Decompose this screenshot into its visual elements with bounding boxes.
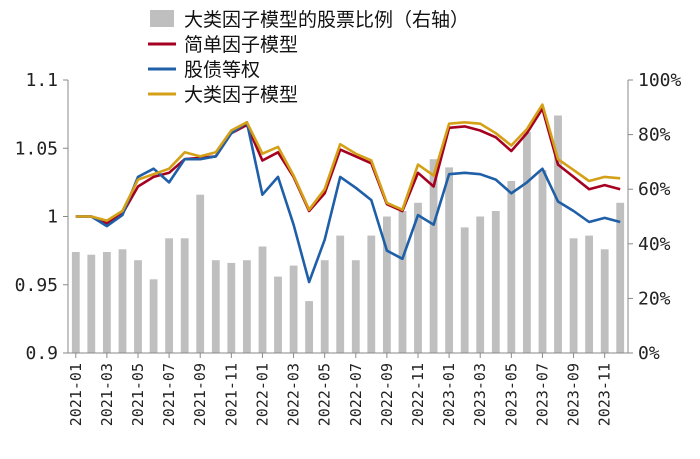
bar [507, 181, 516, 353]
bar [134, 260, 142, 353]
x-tick-label: 2021-07 [160, 363, 178, 426]
bar [491, 211, 500, 353]
bar [274, 276, 282, 353]
x-tick-label: 2023-07 [533, 363, 551, 426]
y2-tick-label: 0% [638, 343, 660, 364]
bar [227, 262, 236, 353]
bar [569, 238, 578, 353]
x-tick-label: 2023-11 [596, 363, 614, 426]
x-tick-label: 2023-09 [565, 363, 583, 426]
line-series [75, 103, 621, 284]
bar [414, 202, 422, 353]
x-tick-label: 2023-03 [471, 363, 489, 426]
x-tick-label: 2022-11 [409, 363, 427, 426]
bar [243, 260, 251, 353]
x-tick-label: 2021-11 [222, 363, 240, 426]
y2-tick-label: 100% [638, 70, 682, 91]
x-tick-label: 2022-01 [253, 363, 271, 426]
series-line [75, 103, 621, 222]
legend-swatch [150, 10, 174, 27]
bar [554, 115, 562, 353]
bar [351, 260, 360, 353]
y2-tick-label: 40% [638, 234, 671, 255]
y-tick-label: 0.9 [25, 343, 58, 364]
axes: 0.9 0.95 1 1.05 1.1 0% 20% 40% 60% 80% 100% 2021-01… [15, 70, 682, 426]
y2-tick-label: 60% [638, 179, 671, 200]
bar [165, 238, 173, 353]
x-tick-label: 2023-01 [440, 363, 458, 426]
bar [460, 227, 469, 353]
bar [600, 249, 609, 353]
bar [180, 238, 189, 353]
bar [258, 246, 267, 353]
bar [87, 254, 96, 353]
bar [149, 279, 158, 353]
bar [429, 159, 438, 353]
y-tick-label: 1.05 [15, 138, 58, 159]
bar [320, 260, 329, 353]
legend-label: 股债等权 [184, 59, 260, 81]
bar [398, 211, 407, 353]
bar [445, 167, 453, 353]
bar [196, 194, 205, 353]
bar [71, 252, 80, 353]
bar [538, 170, 547, 353]
bar [305, 301, 313, 353]
bar [616, 202, 625, 353]
bar [367, 235, 376, 353]
x-tick-label: 2022-09 [378, 363, 396, 426]
series-line [75, 121, 621, 284]
y2-tick-label: 80% [638, 125, 671, 146]
bar [103, 252, 111, 353]
series-line [75, 107, 621, 225]
legend-label: 大类因子模型的股票比例（右轴） [184, 9, 469, 31]
bar [118, 249, 127, 353]
y-tick-label: 1.1 [25, 70, 58, 91]
bar [336, 235, 345, 353]
x-tick-label: 2022-05 [316, 363, 334, 426]
bar-series [71, 115, 625, 353]
legend-label: 大类因子模型 [184, 84, 298, 106]
bar [211, 260, 220, 353]
x-tick-label: 2021-01 [67, 363, 85, 426]
bar [383, 216, 391, 353]
y-tick-label: 1 [47, 207, 58, 228]
y2-tick-label: 20% [638, 288, 671, 309]
x-tick-label: 2023-05 [502, 363, 520, 426]
x-tick-label: 2022-03 [285, 363, 303, 426]
x-tick-label: 2021-03 [98, 363, 116, 426]
legend-label: 简单因子模型 [184, 34, 298, 56]
x-tick-label: 2021-05 [129, 363, 147, 426]
bar [289, 265, 298, 353]
bar [585, 235, 593, 353]
bar [476, 216, 485, 353]
bar [523, 131, 531, 353]
y-tick-label: 0.95 [15, 275, 58, 296]
x-tick-label: 2021-09 [191, 363, 209, 426]
x-tick-label: 2022-07 [347, 363, 365, 426]
